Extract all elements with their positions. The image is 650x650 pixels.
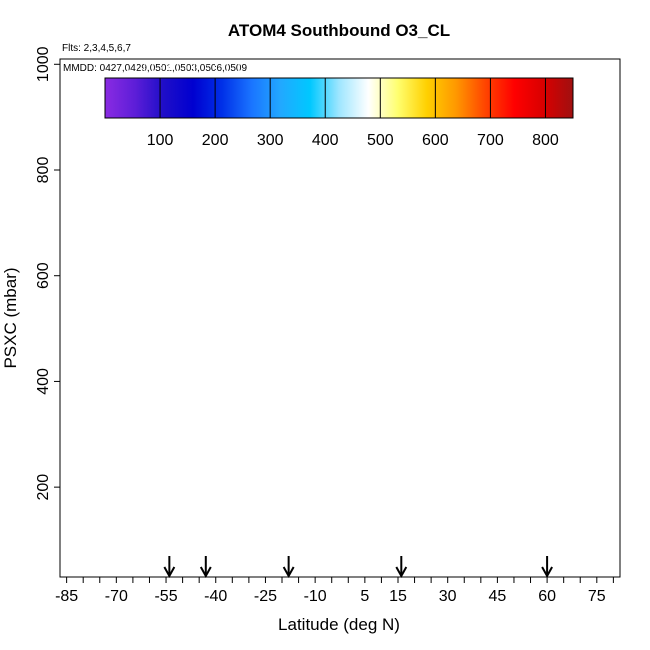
arrow-head — [199, 566, 212, 579]
y-axis: 200 400 600 800 1000 — [35, 46, 60, 500]
colorbar-tick-label: 100 — [147, 132, 174, 149]
profile-track — [193, 64, 207, 473]
x-tick-label: -40 — [204, 588, 227, 605]
x-tick-label: 30 — [439, 588, 457, 605]
takeoff-arrows — [163, 556, 553, 579]
profile-track — [261, 64, 277, 470]
y-tick-label: 800 — [35, 157, 52, 184]
arrow-head — [163, 566, 176, 579]
profile-track — [408, 64, 421, 467]
colorbar-tick-label: 400 — [312, 132, 339, 149]
x-tick-label: -55 — [154, 588, 177, 605]
y-axis-label: PSXC (mbar) — [1, 267, 20, 368]
profile-track — [377, 64, 389, 478]
profile-track — [541, 64, 558, 467]
profile-track — [226, 64, 240, 465]
profile-track — [152, 64, 162, 483]
profile-track — [523, 64, 535, 465]
profile-track — [311, 64, 326, 473]
dates-label: MMDD: 0427,0429,0501,0503,0506,0509 — [63, 63, 247, 74]
profile-track — [297, 64, 313, 488]
chart-title: ATOM4 Southbound O3_CL — [228, 21, 450, 40]
profile-track — [287, 64, 300, 488]
profile-track — [102, 77, 121, 470]
x-axis-label: Latitude (deg N) — [278, 615, 400, 634]
profile-track — [90, 85, 104, 470]
profile-track — [143, 64, 154, 483]
profile-track — [513, 64, 525, 465]
profile-track — [350, 64, 366, 467]
colorbar-ticks: 100 200 300 400 500 600 700 800 — [147, 78, 559, 149]
x-tick-label: 15 — [389, 588, 407, 605]
profile-track — [238, 64, 250, 462]
x-tick-label: -85 — [55, 588, 78, 605]
x-tick-label: 5 — [360, 588, 369, 605]
profile-track — [455, 64, 472, 467]
x-tick-label: -70 — [105, 588, 128, 605]
profile-track — [481, 64, 495, 483]
profile-track — [364, 64, 379, 478]
colorbar: 100 200 300 400 500 600 700 800 — [104, 77, 574, 149]
profile-track — [337, 64, 353, 473]
colorbar-tick-label: 300 — [257, 132, 284, 149]
profile-track — [566, 64, 581, 488]
profile-track — [427, 64, 439, 483]
y-tick-label: 400 — [35, 368, 52, 395]
colorbar-tick-label: 700 — [477, 132, 504, 149]
colorbar-tick-label: 800 — [532, 132, 559, 149]
colorbar-tick-label: 600 — [422, 132, 449, 149]
y-tick-label: 200 — [35, 474, 52, 501]
profile-track — [248, 64, 263, 470]
arrow-head — [541, 566, 553, 579]
profile-track — [533, 64, 543, 467]
arrow-head — [282, 566, 295, 579]
flights-label: Flts: 2,3,4,5,6,7 — [62, 43, 131, 54]
profile-track — [437, 64, 457, 467]
x-tick-label: -25 — [254, 588, 277, 605]
y-tick-label: 1000 — [35, 46, 52, 82]
profile-track — [418, 64, 429, 483]
y-tick-label: 600 — [35, 262, 52, 289]
colorbar-bar — [104, 77, 574, 119]
x-tick-label: 75 — [588, 588, 606, 605]
x-tick-label: 60 — [538, 588, 556, 605]
x-tick-label: 45 — [488, 588, 506, 605]
profile-track — [387, 64, 401, 467]
profile-tracks — [72, 64, 581, 489]
arrow-head — [395, 566, 408, 579]
x-tick-label: -10 — [304, 588, 327, 605]
profile-track — [470, 64, 484, 467]
x-axis: -85 -70 -55 -40 -25 -10 5 15 30 45 60 75 — [55, 577, 614, 605]
colorbar-tick-label: 500 — [367, 132, 394, 149]
profile-track — [493, 64, 505, 483]
profile-track — [503, 64, 515, 465]
profile-track — [398, 64, 411, 467]
profile-track — [324, 64, 340, 473]
profile-track — [274, 64, 290, 451]
profile-track — [205, 64, 217, 473]
profile-track — [160, 64, 171, 478]
profile-track — [215, 64, 229, 465]
colorbar-tick-label: 200 — [202, 132, 229, 149]
